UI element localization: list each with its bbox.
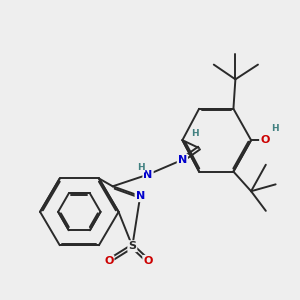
Text: S: S <box>128 241 136 251</box>
Text: H: H <box>191 129 199 138</box>
Text: H: H <box>137 163 145 172</box>
Text: O: O <box>260 135 269 145</box>
Text: O: O <box>143 256 153 266</box>
Text: N: N <box>178 155 187 165</box>
Text: N: N <box>143 169 153 179</box>
Text: N: N <box>136 191 145 201</box>
Text: O: O <box>104 256 113 266</box>
Text: H: H <box>271 124 278 133</box>
